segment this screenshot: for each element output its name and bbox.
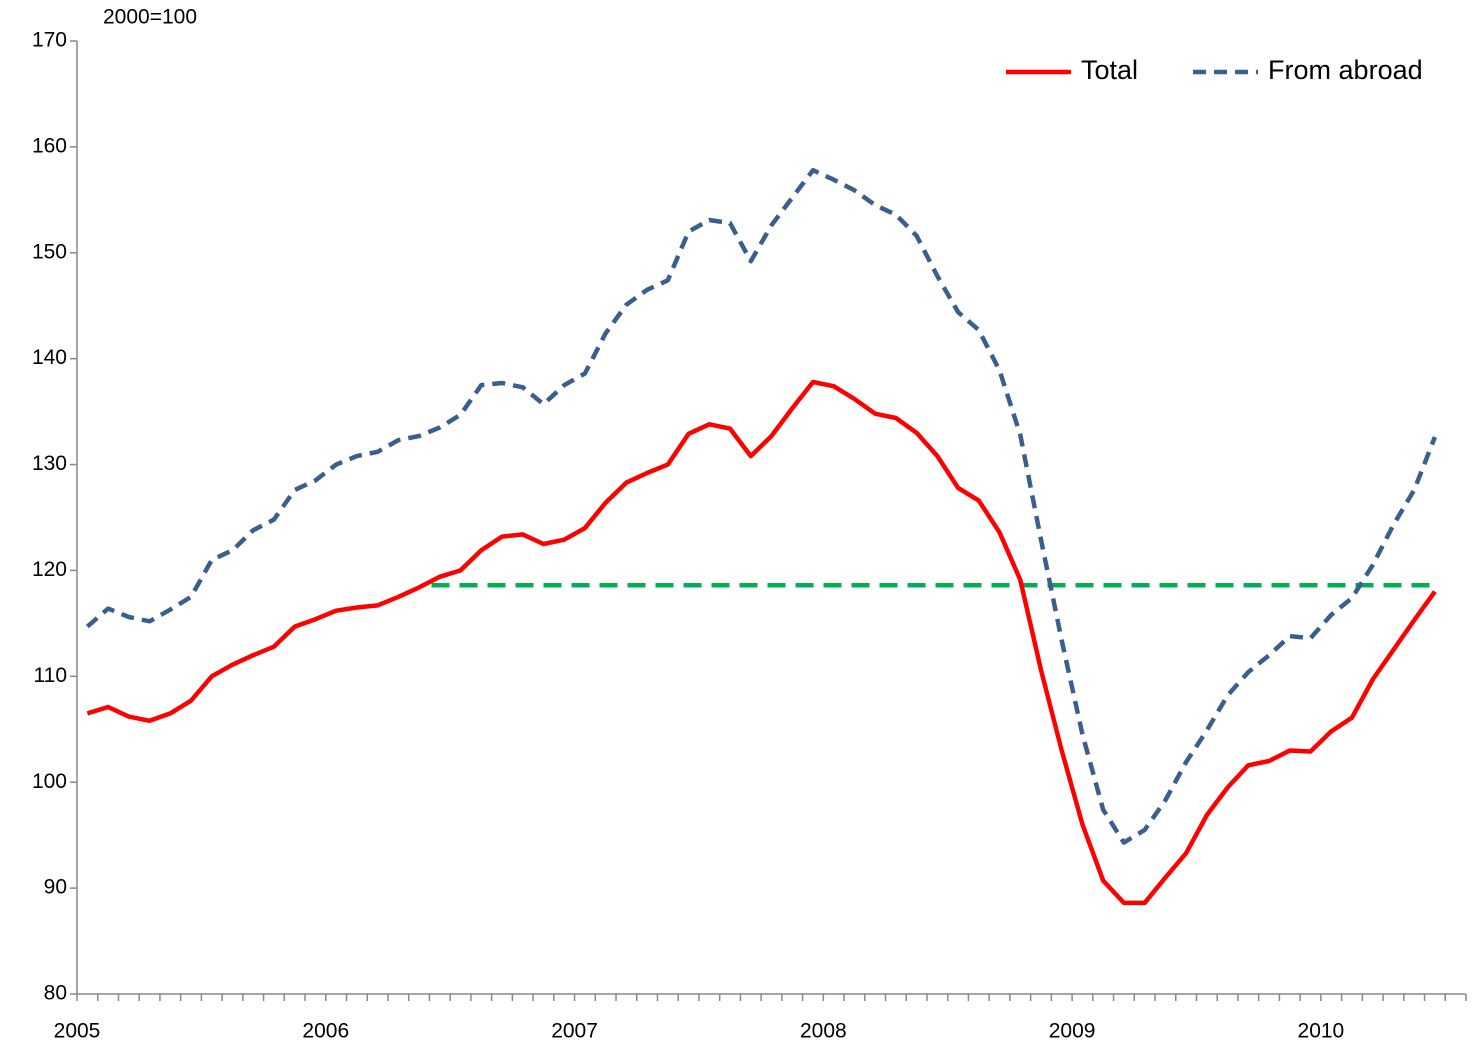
x-tick-label: 2008 xyxy=(800,1020,847,1043)
series-line xyxy=(86,379,1437,906)
y-tick-label: 110 xyxy=(34,664,67,687)
legend-label: Total xyxy=(1081,55,1138,85)
x-tick-label: 2009 xyxy=(1049,1020,1096,1043)
y-tick-label: 130 xyxy=(32,452,67,475)
legend-label: From abroad xyxy=(1268,55,1423,85)
y-tick-label: 140 xyxy=(32,346,67,369)
series-line xyxy=(85,167,1437,845)
y-tick-label: 90 xyxy=(44,876,67,899)
y-tick-label: 100 xyxy=(32,770,67,793)
y-tick-label: 120 xyxy=(32,558,67,581)
x-tick-label: 2007 xyxy=(551,1020,598,1043)
y-tick-label: 80 xyxy=(44,982,67,1005)
unit-label: 2000=100 xyxy=(103,6,197,29)
x-tick-label: 2005 xyxy=(54,1020,101,1043)
y-tick-label: 150 xyxy=(32,240,67,263)
legend: Total From abroad xyxy=(1006,55,1423,85)
x-tick-label: 2006 xyxy=(302,1020,349,1043)
y-tick-label: 160 xyxy=(32,134,67,157)
x-tick-label: 2010 xyxy=(1298,1020,1345,1043)
y-tick-label: 170 xyxy=(32,29,67,52)
